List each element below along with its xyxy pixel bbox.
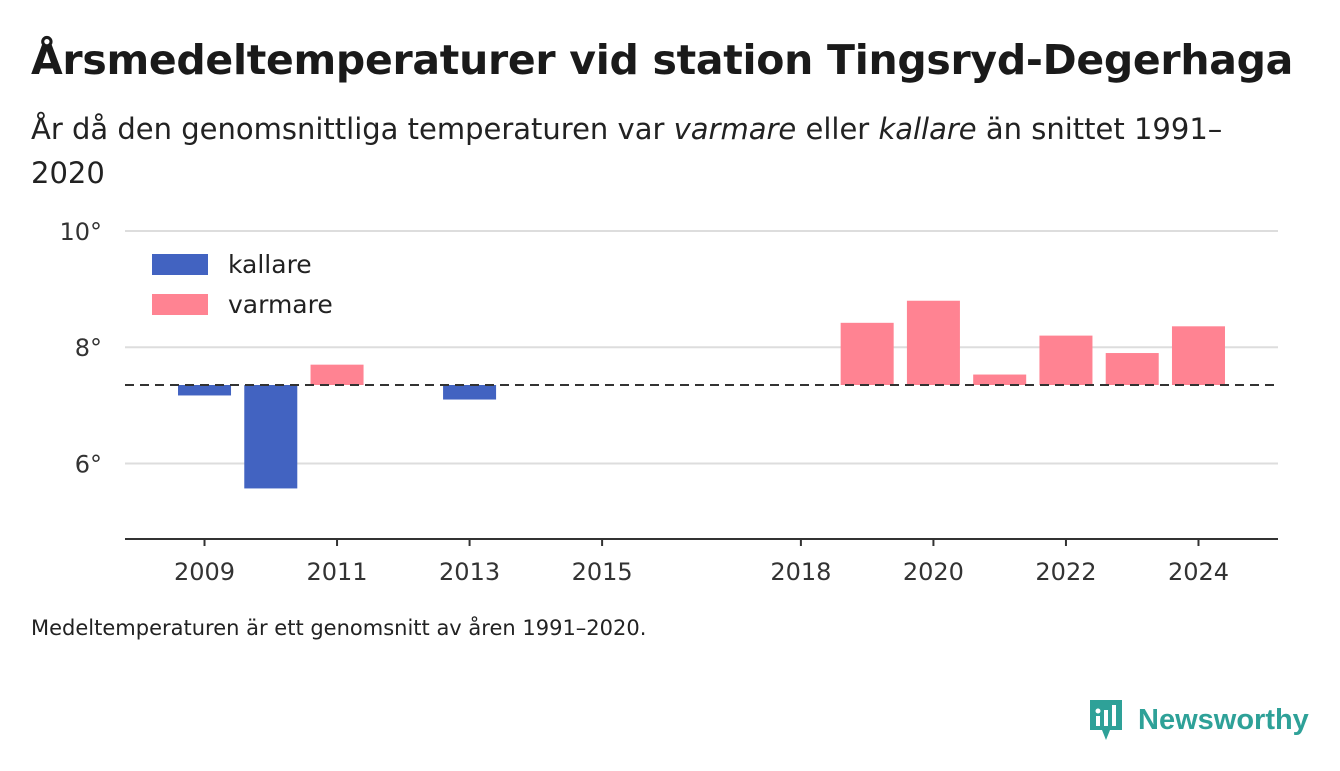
bar-kallare-2009 <box>178 385 232 396</box>
bar-varmare-2011 <box>310 364 364 385</box>
subtitle-text-3: än snittet 1991–2020 <box>31 112 1223 190</box>
bar-kallare-2010 <box>244 385 298 489</box>
legend-label-kallare: kallare <box>228 250 312 279</box>
subtitle-cold: kallare <box>878 112 977 146</box>
bar-chart: 6° 8° 10° 2009 2011 2013 2015 2018 2020 2022 2024 k… <box>59 218 1278 586</box>
chart-title: Årsmedeltemperaturer vid station Tingsry… <box>31 36 1293 84</box>
newsworthy-logo: Newsworthy <box>1088 698 1309 742</box>
brand-name: Newsworthy <box>1138 703 1309 736</box>
subtitle-warm: varmare <box>673 112 797 146</box>
x-tick-label: 2022 <box>1035 558 1096 586</box>
bar-varmare-2020 <box>906 300 960 385</box>
x-tick-label: 2024 <box>1168 558 1229 586</box>
x-tick-label: 2018 <box>770 558 831 586</box>
y-tick-label: 6° <box>75 450 102 478</box>
bar-varmare-2024 <box>1171 326 1225 385</box>
legend-label-varmare: varmare <box>228 290 333 319</box>
x-tick-label: 2015 <box>572 558 633 586</box>
subtitle-text-1: År då den genomsnittliga temperaturen va… <box>31 112 674 146</box>
x-tick-label: 2009 <box>174 558 235 586</box>
x-tick-label: 2011 <box>307 558 368 586</box>
chart-subtitle: År då den genomsnittliga temperaturen va… <box>31 107 1231 195</box>
bar-varmare-2022 <box>1039 335 1093 385</box>
y-tick-label: 10° <box>59 218 102 246</box>
legend-swatch-kallare <box>152 254 208 275</box>
x-tick-label: 2013 <box>439 558 500 586</box>
newsworthy-logo-icon <box>1090 700 1122 740</box>
subtitle-text-2: eller <box>796 112 879 146</box>
bar-kallare-2013 <box>443 385 497 400</box>
bar-varmare-2019 <box>840 322 894 385</box>
x-tick-label: 2020 <box>903 558 964 586</box>
bar-varmare-2021 <box>973 374 1027 385</box>
footnote: Medeltemperaturen är ett genomsnitt av å… <box>31 616 647 640</box>
legend-swatch-varmare <box>152 294 208 315</box>
bar-varmare-2023 <box>1105 353 1159 385</box>
y-tick-label: 8° <box>75 334 102 362</box>
